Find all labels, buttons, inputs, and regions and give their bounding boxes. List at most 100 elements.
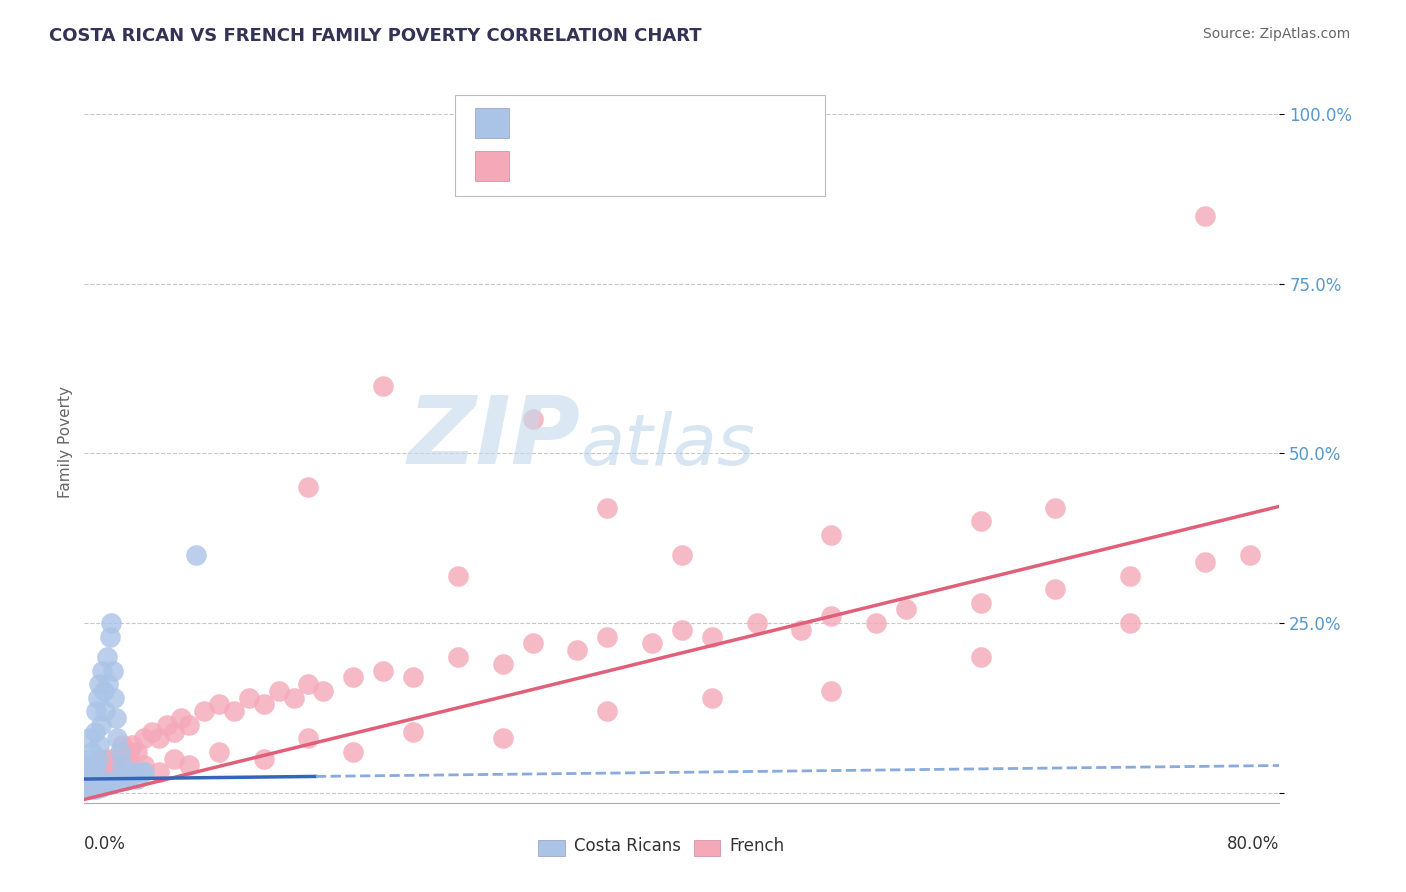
Point (103, 765, 125, 780)
FancyBboxPatch shape (475, 151, 509, 181)
Text: 80.0%: 80.0% (1227, 835, 1279, 854)
Point (125, 745, 148, 759)
Text: ZIP: ZIP (408, 392, 581, 484)
Point (76, 772, 98, 786)
Point (93, 752, 115, 766)
Point (700, 630, 723, 644)
Point (91, 780, 114, 795)
Point (105, 772, 128, 786)
Point (373, 378, 395, 392)
Point (75, 779, 97, 793)
FancyBboxPatch shape (538, 839, 565, 855)
Point (103, 690, 125, 705)
Point (103, 758, 125, 772)
Point (80, 772, 103, 786)
Point (91, 664, 114, 678)
Point (83, 758, 105, 772)
Point (86, 704, 108, 718)
Point (83, 779, 105, 793)
Point (121, 738, 143, 752)
Point (87, 690, 110, 705)
Point (89, 677, 111, 691)
Point (94, 704, 117, 718)
Point (114, 765, 136, 780)
Point (132, 758, 156, 772)
Point (86, 765, 108, 780)
Point (163, 752, 186, 766)
Point (522, 636, 544, 650)
Point (96, 772, 118, 786)
Point (87, 752, 110, 766)
Point (155, 718, 177, 732)
Point (186, 548, 208, 562)
Point (402, 724, 425, 739)
Point (253, 752, 276, 766)
Point (447, 568, 470, 582)
Point (115, 773, 138, 788)
Point (447, 649, 470, 664)
Point (77, 779, 100, 793)
Point (77, 779, 100, 793)
Point (596, 500, 619, 515)
Point (1045, 582, 1067, 596)
Text: 0.0%: 0.0% (84, 835, 127, 854)
Point (297, 731, 319, 746)
Point (80, 779, 103, 793)
Point (1045, 500, 1067, 515)
Point (96, 775, 118, 789)
Point (87, 765, 110, 780)
Point (80, 745, 103, 759)
Point (89, 738, 111, 752)
Point (91, 758, 114, 772)
Point (79, 777, 101, 791)
Point (820, 684, 842, 698)
FancyBboxPatch shape (475, 108, 509, 138)
Point (75, 782, 97, 797)
Point (132, 765, 156, 780)
Point (596, 704, 619, 718)
Point (865, 615, 887, 630)
Point (105, 731, 128, 746)
Point (90, 718, 112, 732)
Point (82, 765, 104, 780)
Point (118, 765, 141, 780)
Point (86, 772, 108, 786)
Point (79, 772, 101, 786)
Point (89, 772, 111, 786)
Point (297, 480, 319, 494)
Point (121, 765, 143, 780)
Point (98, 630, 121, 644)
Point (100, 777, 122, 791)
Point (790, 623, 813, 637)
FancyBboxPatch shape (695, 839, 720, 855)
Point (267, 684, 290, 698)
Point (1194, 555, 1216, 569)
Point (283, 690, 305, 705)
Point (77, 779, 100, 793)
Point (75, 765, 97, 780)
Point (125, 772, 148, 786)
Point (100, 615, 122, 630)
Point (86, 782, 108, 797)
Point (492, 657, 515, 671)
Point (80, 779, 103, 793)
Point (141, 724, 163, 739)
Point (79, 758, 101, 772)
Text: Costa Ricans: Costa Ricans (575, 838, 682, 855)
Point (80, 782, 103, 797)
Point (745, 615, 768, 630)
Point (100, 752, 122, 766)
Point (76, 772, 98, 786)
Point (101, 664, 124, 678)
Point (89, 765, 111, 780)
Point (82, 780, 104, 795)
Point (79, 765, 101, 780)
Point (76, 752, 98, 766)
Point (492, 731, 515, 746)
Point (93, 684, 115, 698)
Point (129, 765, 152, 780)
Point (208, 698, 231, 712)
Point (100, 765, 122, 780)
Point (222, 704, 245, 718)
Point (86, 772, 108, 786)
